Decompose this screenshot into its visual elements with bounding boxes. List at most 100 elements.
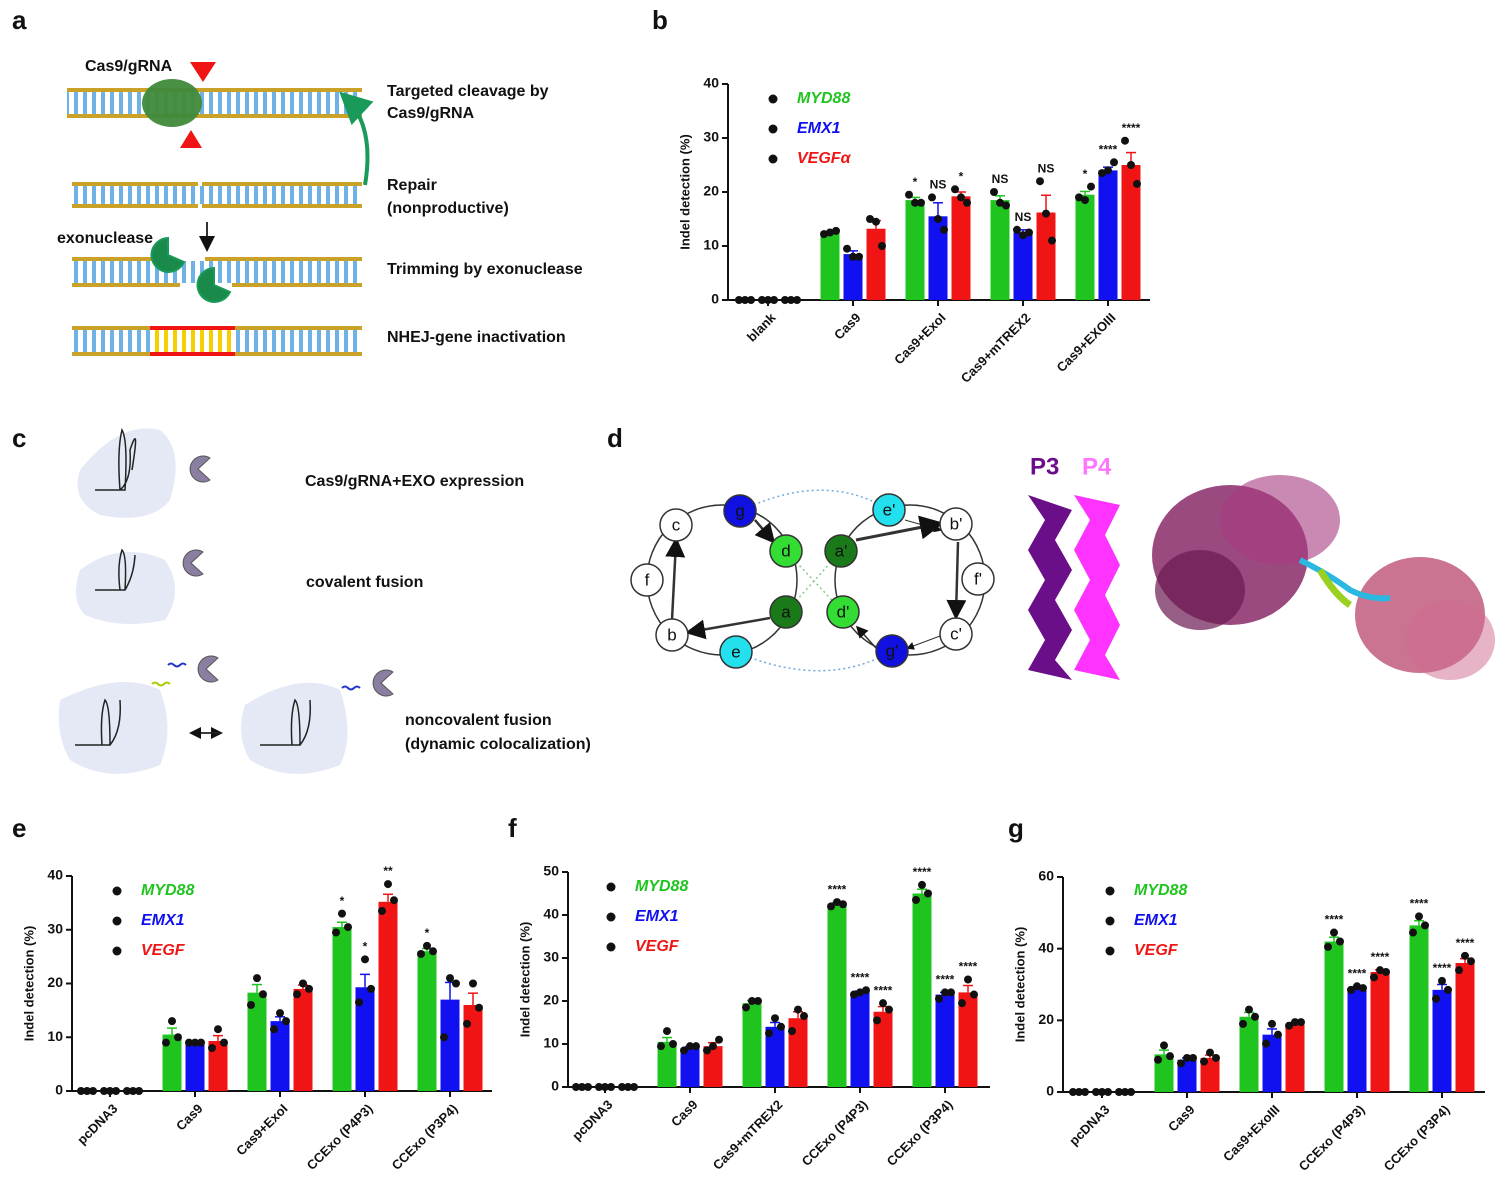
bar (417, 951, 437, 1091)
data-point (934, 215, 942, 223)
data-point (1013, 225, 1021, 234)
legend-marker (112, 916, 122, 926)
data-point (788, 1027, 796, 1036)
y-tick-label: 40 (1038, 939, 1054, 955)
bar (1177, 1059, 1197, 1092)
bar (247, 992, 267, 1091)
data-point (185, 1038, 193, 1047)
data-point (1200, 1057, 1208, 1066)
data-point (1104, 1088, 1112, 1096)
y-axis-label: Indel detection (%) (677, 134, 692, 250)
legend-marker (1105, 886, 1115, 896)
significance-label: * (363, 939, 368, 953)
bar (873, 1011, 893, 1087)
x-tick-label: pcDNA3 (74, 1101, 120, 1147)
data-point (1330, 928, 1338, 937)
legend-label: VEGFα (797, 150, 852, 167)
bar (827, 904, 847, 1087)
data-point (83, 1087, 91, 1095)
x-tick-label: Cas9+ExoI (891, 310, 948, 367)
wheel-label: b' (950, 514, 963, 533)
data-point (741, 296, 749, 304)
data-point (1154, 1055, 1162, 1064)
data-point (106, 1087, 114, 1095)
x-tick-label: CCExo (P4P3) (304, 1101, 376, 1173)
data-point (1075, 193, 1083, 202)
y-tick-label: 0 (551, 1078, 559, 1094)
x-tick-label: CCExo (P3P4) (884, 1097, 956, 1169)
data-point (764, 296, 772, 304)
data-point (572, 1083, 580, 1091)
x-tick-label: pcDNA3 (1066, 1102, 1112, 1148)
data-point (748, 997, 756, 1005)
bar (1154, 1054, 1174, 1092)
x-tick-label: Cas9 (668, 1097, 701, 1130)
data-point (174, 1033, 182, 1042)
y-tick-label: 60 (1038, 868, 1054, 884)
data-point (1127, 161, 1135, 169)
bar (935, 994, 955, 1087)
data-point (1115, 1088, 1123, 1096)
significance-label: * (959, 169, 964, 183)
data-point (1359, 984, 1367, 993)
significance-label: NS (1015, 210, 1032, 224)
data-point (793, 296, 801, 304)
data-point (781, 296, 789, 304)
y-tick-label: 0 (55, 1082, 63, 1098)
bar (1075, 194, 1095, 300)
bar (293, 988, 313, 1091)
data-point (1081, 196, 1089, 205)
significance-label: NS (930, 178, 947, 192)
data-point (1409, 928, 1417, 937)
data-point (862, 986, 870, 995)
data-point (866, 215, 874, 223)
legend-label: MYD88 (1134, 882, 1187, 899)
data-point (214, 1025, 222, 1034)
data-point (1002, 201, 1010, 210)
significance-label: NS (992, 172, 1009, 186)
coiled-coil (1028, 495, 1120, 680)
legend-label: VEGF (1134, 942, 1179, 959)
x-tick-label: Cas9+EXOIII (1054, 310, 1119, 375)
data-point (1274, 1030, 1282, 1039)
wheel-label: f' (974, 569, 982, 588)
y-tick-label: 20 (703, 183, 719, 199)
bar (208, 1041, 228, 1091)
data-point (742, 1003, 750, 1012)
bar (1262, 1034, 1282, 1092)
panel-c-diagram (58, 428, 394, 774)
bar (703, 1046, 723, 1087)
data-point (872, 217, 880, 226)
data-point (1467, 957, 1475, 966)
bar (742, 1003, 762, 1087)
significance-label: **** (874, 983, 893, 997)
data-point (856, 988, 864, 997)
data-point (800, 1012, 808, 1021)
bar (657, 1041, 677, 1087)
legend-marker (1105, 916, 1115, 926)
data-point (924, 889, 932, 898)
data-point (332, 928, 340, 937)
panel-letter: g (1008, 813, 1024, 843)
data-point (703, 1046, 711, 1055)
y-tick-label: 0 (1046, 1083, 1054, 1099)
data-point (1376, 966, 1384, 975)
data-point (168, 1017, 176, 1026)
bar (850, 992, 870, 1087)
y-tick-label: 40 (47, 867, 63, 883)
data-point (657, 1042, 665, 1051)
data-point (1291, 1018, 1299, 1027)
data-point (918, 880, 926, 889)
data-point (1098, 169, 1106, 178)
y-tick-label: 20 (1038, 1011, 1054, 1027)
data-point (787, 296, 795, 304)
data-point (446, 974, 454, 983)
step-label: Cas9/gRNA (387, 105, 475, 122)
data-point (293, 990, 301, 999)
bar (270, 1021, 290, 1091)
x-tick-label: CCExo (P3P4) (1381, 1102, 1453, 1174)
data-point (957, 193, 965, 202)
significance-label: * (1083, 167, 1088, 181)
data-point (89, 1087, 97, 1095)
